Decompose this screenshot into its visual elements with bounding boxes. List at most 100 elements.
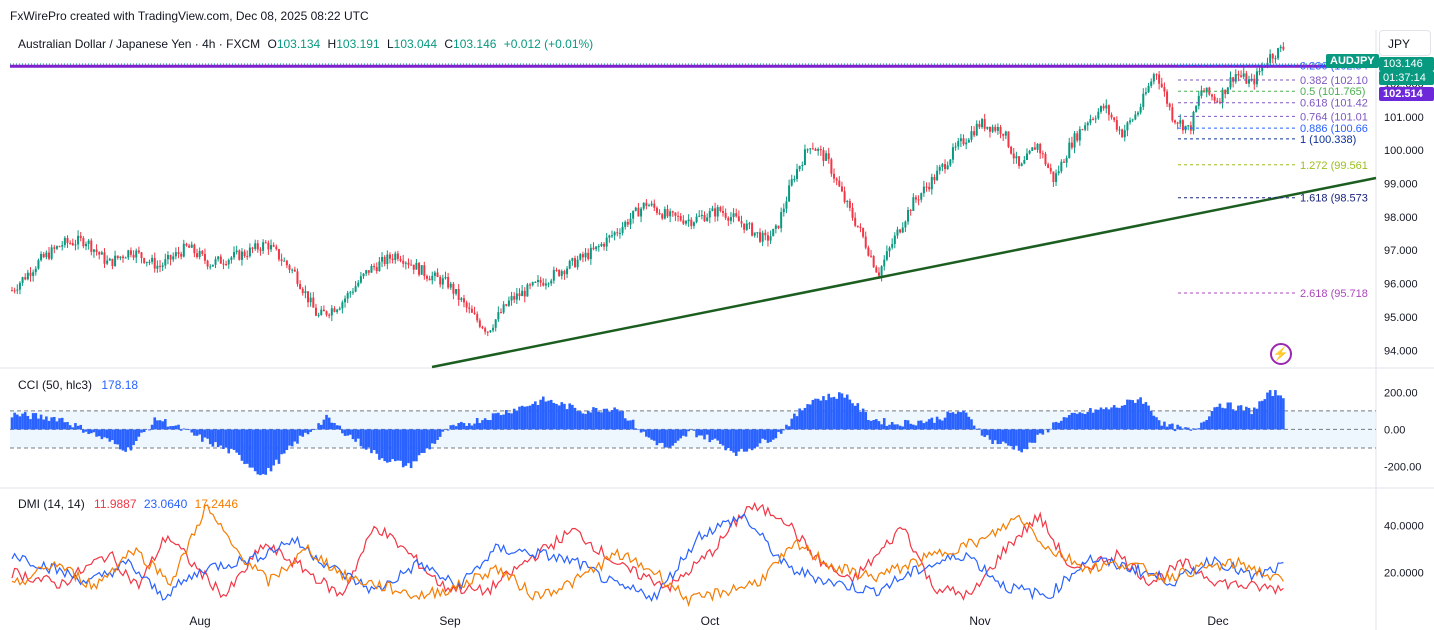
- candle-body: [901, 227, 904, 233]
- currency-selector[interactable]: JPY: [1379, 30, 1431, 56]
- candle-body: [1047, 164, 1050, 168]
- candle-body: [729, 217, 732, 221]
- candle-body: [1115, 120, 1118, 130]
- cci-bar: [724, 429, 727, 451]
- candle-body: [296, 271, 299, 284]
- candle-body: [270, 245, 273, 250]
- candle-body: [674, 212, 677, 216]
- candle-body: [1142, 93, 1145, 107]
- candle-body: [780, 212, 783, 229]
- candle-body: [558, 269, 561, 276]
- cci-bar: [1054, 421, 1058, 430]
- cci-bar: [967, 416, 971, 430]
- cci-bar: [430, 429, 434, 444]
- cci-bar: [578, 411, 582, 430]
- candle-body: [761, 232, 764, 242]
- candle-body: [518, 293, 521, 297]
- candle-body: [486, 331, 489, 333]
- candle-body: [666, 209, 669, 217]
- cci-bar: [201, 429, 204, 442]
- candle-body: [745, 223, 748, 230]
- candle-body: [388, 254, 391, 259]
- cci-bar: [277, 429, 281, 464]
- cci-bar: [10, 417, 14, 430]
- candle-body: [513, 296, 516, 300]
- symbol-legend[interactable]: Australian Dollar / Japanese Yen · 4h · …: [18, 37, 593, 51]
- candle-body: [122, 256, 125, 259]
- cci-bar: [777, 429, 780, 432]
- candle-body: [137, 250, 140, 253]
- cci-bar: [1258, 401, 1261, 430]
- cci-bar: [256, 429, 260, 475]
- cci-bar: [729, 429, 733, 451]
- cci-bar: [415, 429, 418, 462]
- cci-bar: [1107, 409, 1111, 430]
- cci-bar: [608, 411, 611, 430]
- candle-body: [825, 153, 828, 161]
- candle-body: [632, 210, 635, 219]
- cci-bar: [399, 429, 402, 461]
- candle-body: [124, 257, 127, 259]
- cci-bar: [84, 429, 88, 432]
- cci-bar: [1276, 395, 1280, 430]
- cci-bar: [1097, 409, 1100, 430]
- candle-body: [788, 185, 791, 202]
- cci-bar: [272, 429, 275, 466]
- candle-body: [98, 252, 101, 255]
- cci-bar: [935, 416, 939, 430]
- cci-bar: [557, 405, 561, 430]
- candle-body: [645, 202, 648, 207]
- dmi-pane[interactable]: [11, 501, 1284, 608]
- dmi-value-3: 17.2446: [194, 497, 238, 511]
- candle-body: [936, 170, 939, 181]
- candle-body: [1018, 156, 1021, 166]
- low-value: 103.044: [393, 37, 438, 51]
- candle-body: [833, 173, 836, 179]
- price-tick-label: 100.000: [1384, 145, 1424, 157]
- cci-bar: [763, 429, 767, 440]
- candle-body: [806, 149, 809, 151]
- cci-bar: [121, 429, 125, 451]
- cci-legend[interactable]: CCI (50, hlc3) 178.18: [18, 378, 138, 392]
- dmi-legend[interactable]: DMI (14, 14) 11.9887 23.0640 17.2446: [18, 497, 238, 511]
- candle-body: [851, 207, 854, 218]
- price-pane[interactable]: 0.236 (102.540.382 (102.100.5 (101.765)0…: [10, 42, 1377, 369]
- dmi-title: DMI (14, 14): [18, 497, 85, 511]
- candle-body: [145, 261, 148, 263]
- x-tick-label: Dec: [1207, 614, 1228, 628]
- cci-bar: [446, 429, 450, 431]
- lightning-icon[interactable]: ⚡: [1270, 343, 1292, 365]
- cci-bar: [1208, 416, 1211, 430]
- candle-body: [634, 207, 637, 211]
- candle-body: [299, 283, 302, 289]
- cci-bar: [1271, 396, 1275, 430]
- candle-body: [610, 235, 613, 237]
- candle-body: [735, 213, 738, 217]
- cci-bar: [838, 392, 841, 430]
- candle-body: [1060, 161, 1063, 172]
- cci-bar: [441, 429, 445, 432]
- cci-bar: [309, 429, 312, 432]
- cci-pane[interactable]: [10, 390, 1376, 476]
- cci-bar: [571, 404, 574, 430]
- candle-body: [494, 319, 497, 328]
- candle-body: [66, 237, 69, 243]
- cci-bar: [1152, 415, 1156, 430]
- candle-body: [436, 272, 439, 278]
- cci-bar: [740, 429, 743, 449]
- candle-body: [626, 221, 629, 225]
- open-label: O: [267, 37, 277, 51]
- cci-bar: [520, 405, 524, 430]
- candle-body: [103, 252, 106, 264]
- cci-bar: [1231, 409, 1235, 430]
- candle-body: [455, 289, 458, 294]
- candle-body: [817, 149, 820, 151]
- candle-body: [198, 251, 201, 257]
- cci-bar: [177, 424, 180, 430]
- candle-body: [11, 290, 13, 292]
- cci-bar: [216, 429, 220, 448]
- cci-bar: [904, 419, 907, 430]
- candle-body: [322, 309, 325, 312]
- cci-bar: [930, 417, 934, 430]
